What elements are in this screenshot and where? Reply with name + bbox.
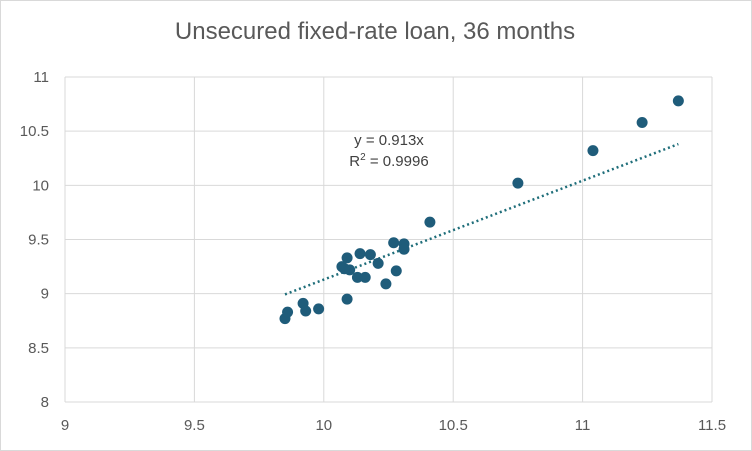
data-point xyxy=(341,293,353,305)
data-point xyxy=(390,265,402,277)
y-tick-label: 11 xyxy=(33,69,49,86)
x-tick-label: 11 xyxy=(575,417,591,434)
data-point xyxy=(424,216,436,228)
data-point xyxy=(636,117,648,128)
y-tick-label: 10 xyxy=(32,177,49,194)
x-tick-label: 10 xyxy=(315,417,332,434)
r-squared-prefix: R xyxy=(349,153,360,170)
y-tick-label: 8 xyxy=(41,394,49,411)
data-points xyxy=(279,95,684,325)
r-squared-exponent: 2 xyxy=(360,152,366,163)
y-tick-label: 9.5 xyxy=(28,232,49,249)
data-point xyxy=(351,271,363,283)
data-point xyxy=(354,248,366,260)
r-squared-value: = 0.9996 xyxy=(366,153,429,170)
data-point xyxy=(672,95,684,107)
data-point xyxy=(587,145,599,157)
gridlines xyxy=(64,76,713,403)
data-point xyxy=(282,306,294,318)
data-point xyxy=(344,264,356,276)
y-tick-label: 9 xyxy=(41,286,49,303)
axis-ticks: 8 8.5 9 9.5 10 10.5 11 9 9.5 10 10.5 11 11.5 xyxy=(20,69,726,434)
y-tick-label: 10.5 xyxy=(20,123,49,140)
x-tick-label: 11.5 xyxy=(698,417,726,434)
data-point xyxy=(372,257,384,269)
data-point xyxy=(341,252,353,264)
chart-title: Unsecured fixed-rate loan, 36 months xyxy=(174,18,576,45)
data-point xyxy=(512,177,524,189)
data-point xyxy=(388,237,400,249)
x-tick-label: 9.5 xyxy=(184,417,205,434)
trendline-equation: y = 0.913x xyxy=(354,132,424,149)
data-point xyxy=(313,303,325,315)
y-tick-label: 8.5 xyxy=(28,340,49,357)
x-tick-label: 10.5 xyxy=(439,417,468,434)
data-point xyxy=(398,243,410,255)
data-point xyxy=(359,271,371,283)
data-point xyxy=(380,278,392,290)
r-squared-label: R2 = 0.9996 xyxy=(349,152,428,170)
data-point xyxy=(364,249,376,261)
data-point xyxy=(300,305,312,317)
x-tick-label: 9 xyxy=(61,417,69,434)
